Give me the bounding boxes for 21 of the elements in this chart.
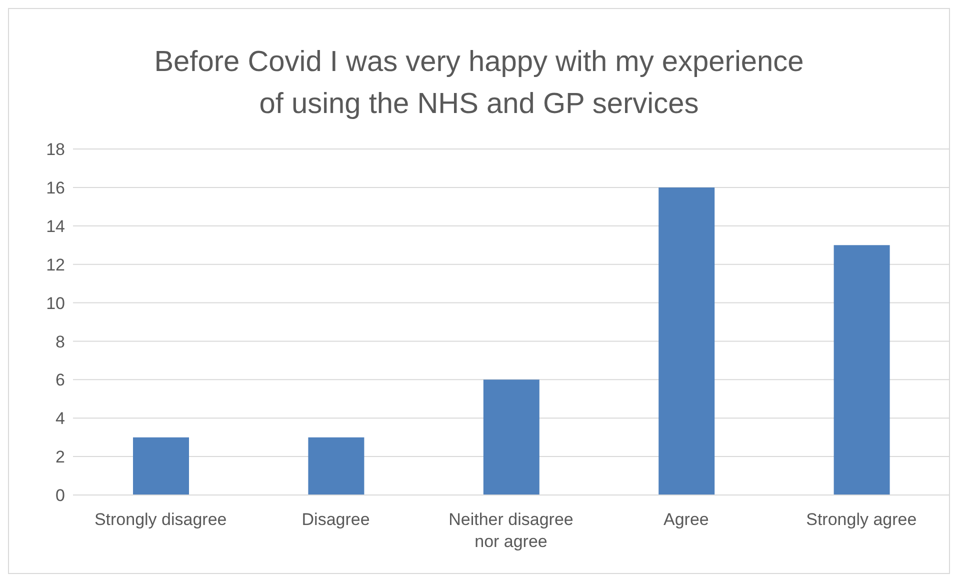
y-tick-label: 16 (46, 178, 65, 198)
x-tick-label: Strongly disagree (94, 510, 227, 529)
chart-title: Before Covid I was very happy with my experience of using the NHS and GP services (153, 45, 805, 122)
bar (308, 437, 364, 495)
y-tick-label: 18 (46, 140, 65, 160)
y-tick-label: 8 (56, 332, 65, 352)
y-tick-label: 14 (46, 216, 65, 236)
y-tick-label: 6 (56, 370, 65, 390)
bar (658, 187, 715, 495)
y-tick-label: 2 (56, 448, 65, 467)
x-tick-label: Disagree (302, 510, 370, 529)
y-tick-label: 12 (46, 255, 65, 274)
bar (133, 437, 189, 495)
bar (483, 380, 540, 495)
bar (834, 245, 890, 495)
y-tick-label: 0 (56, 486, 65, 506)
x-tick-label: Agree (664, 510, 709, 529)
y-tick-label: 4 (56, 409, 65, 428)
y-tick-label: 10 (46, 294, 65, 313)
x-tick-label: Neither disagree nor agree (448, 510, 574, 551)
x-tick-label: Strongly agree (806, 510, 917, 529)
